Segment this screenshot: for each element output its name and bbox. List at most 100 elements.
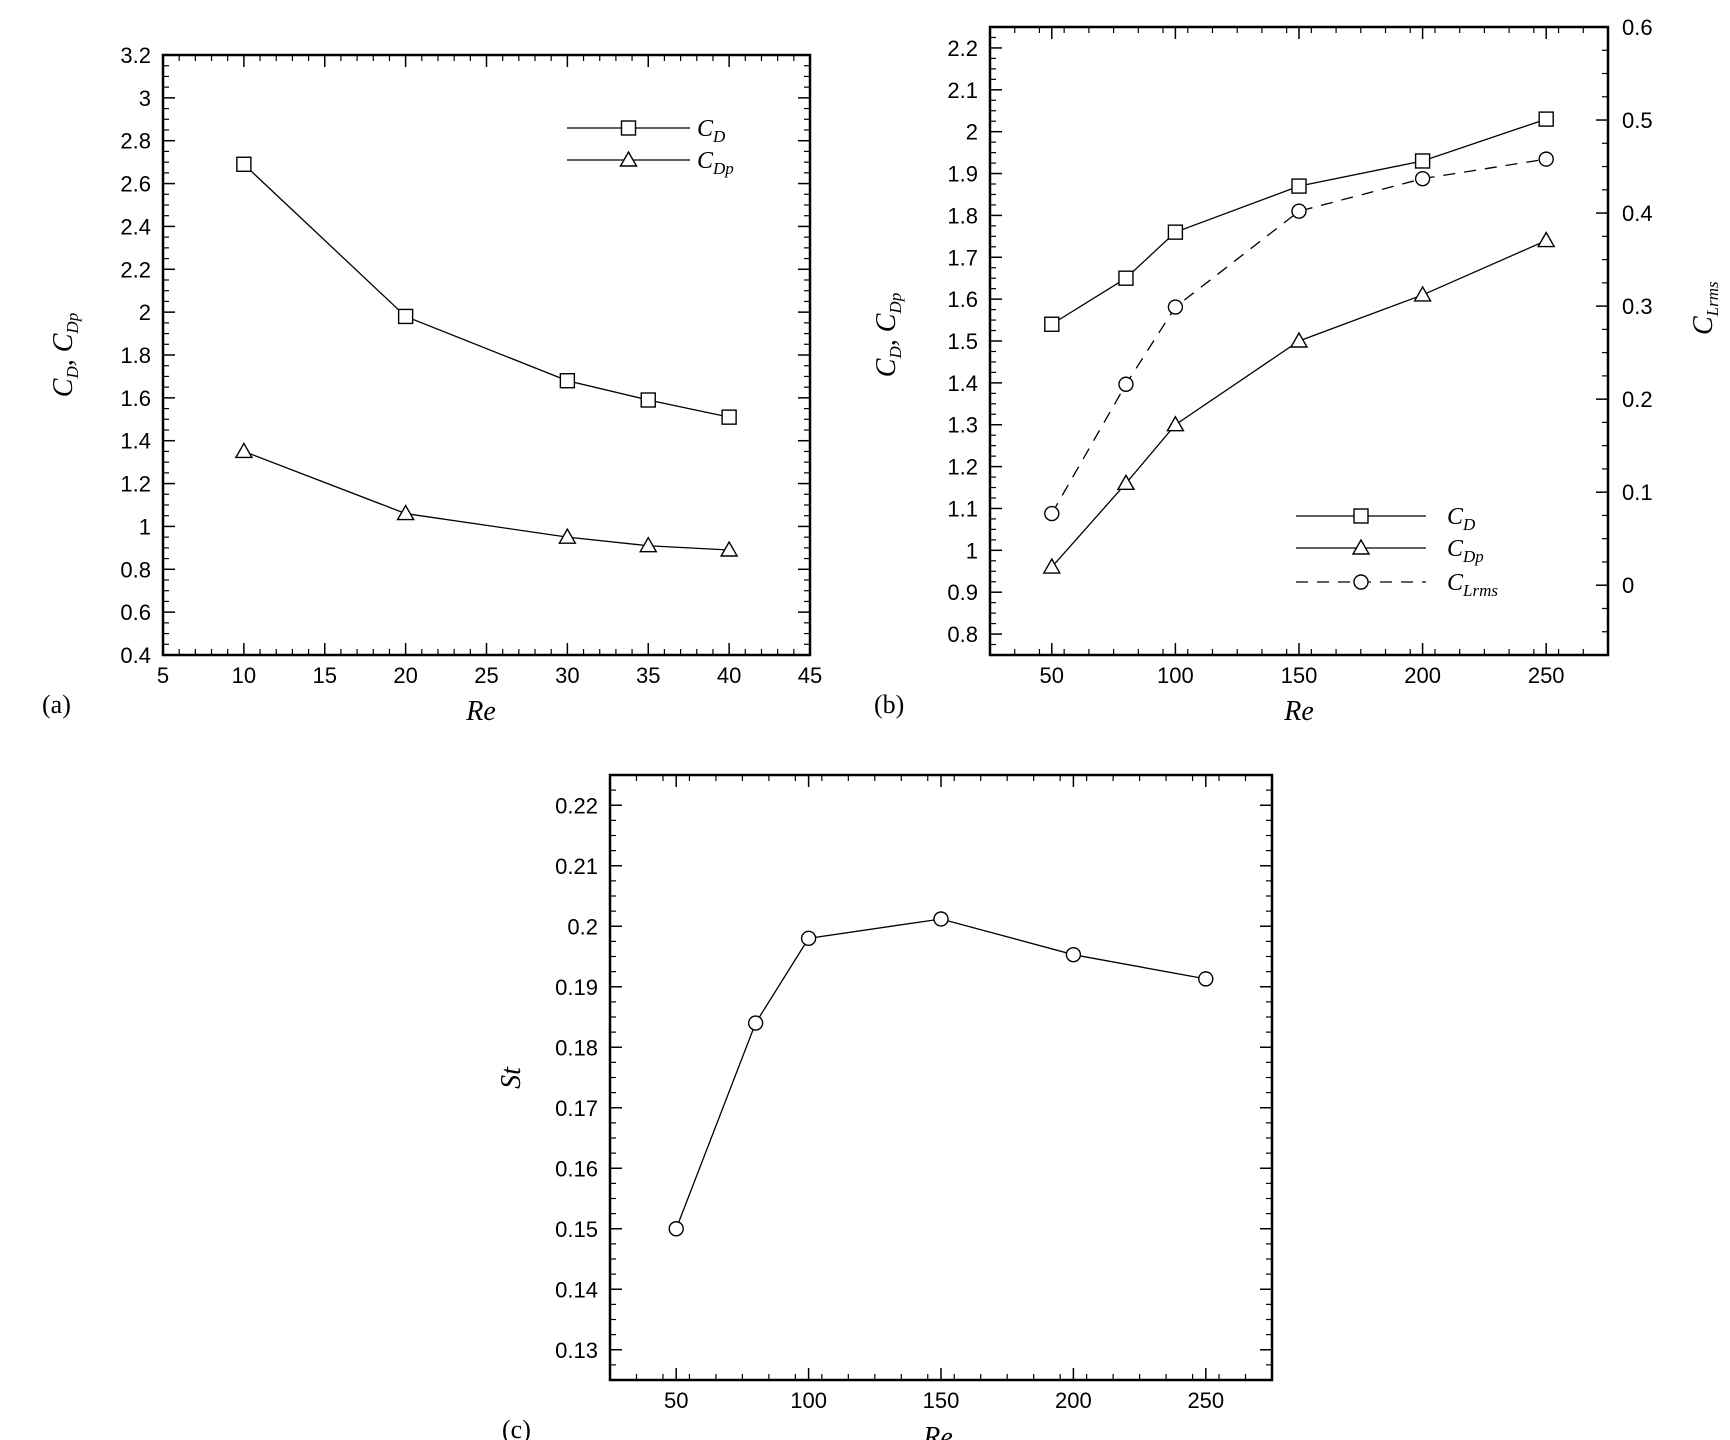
legend-label: CDp: [697, 148, 734, 178]
y-tick-label: 2.6: [120, 172, 151, 197]
x-tick-label: 150: [1281, 663, 1318, 688]
legend-marker: [620, 120, 637, 136]
x-tick-label: 40: [717, 663, 741, 688]
y-tick-label: 2.2: [120, 257, 151, 282]
data-point-C_Dp: [1536, 231, 1556, 248]
data-point-st: [1065, 946, 1082, 963]
y-tick-label: 2: [139, 300, 151, 325]
panel-label: (a): [42, 690, 71, 719]
panel-label: (b): [874, 690, 904, 719]
y-tick-label: 2.8: [120, 129, 151, 154]
data-point-st: [747, 1015, 764, 1031]
chart-panel-b: 50 100 150 200 250 0.8 0.9 1 1.1 1.2 1.3 1.4 1.5 1.6 1…: [871, 15, 1722, 727]
y-tick-label: 1.2: [120, 472, 151, 497]
data-point-C_D: [721, 409, 737, 425]
y-tick-label: 1.7: [947, 245, 978, 270]
legend-marker: [1353, 508, 1369, 524]
data-point-C_D: [1291, 178, 1307, 194]
y-tick-label: 2.4: [120, 214, 151, 239]
y-axis-label: CD, CDp: [48, 313, 82, 397]
y-tick-label: 1.4: [120, 429, 151, 454]
x-tick-label: 200: [1404, 663, 1441, 688]
x-tick-label: 25: [474, 663, 498, 688]
y-axis-label: St: [496, 1066, 527, 1089]
x-tick-label: 250: [1528, 663, 1565, 688]
legend-label: CLrms: [1447, 570, 1498, 600]
data-point-C_D: [1118, 270, 1134, 286]
data-point-C_Dp: [1166, 415, 1185, 432]
x-tick-label: 30: [555, 663, 579, 688]
x-tick-label: 45: [798, 663, 822, 688]
y-right-tick-label: 0.3: [1622, 294, 1653, 319]
x-tick-label: 20: [393, 663, 417, 688]
data-point-C_Dp: [234, 442, 254, 459]
y-tick-label: 0.13: [555, 1338, 598, 1363]
y-tick-label: 2: [966, 120, 978, 145]
data-point-st: [933, 911, 949, 927]
y-tick-label: 0.16: [555, 1156, 598, 1181]
plot-frame: [608, 773, 1274, 1382]
y-tick-label: 1.6: [947, 287, 978, 312]
data-point-C_D: [1538, 111, 1554, 127]
data-point-st: [800, 930, 817, 947]
data-point-C_Lrms: [1291, 203, 1307, 219]
x-tick-label: 10: [232, 663, 256, 688]
data-point-C_D: [397, 308, 414, 325]
data-point-C_Lrms: [1118, 376, 1134, 392]
data-point-C_Lrms: [1044, 505, 1060, 522]
series-line-st: [675, 918, 1206, 1229]
series-line-C_D: [1051, 118, 1547, 325]
legend-label: CD: [697, 116, 726, 146]
data-point-C_D: [559, 373, 576, 389]
y-right-tick-label: 0.5: [1622, 108, 1653, 133]
chart-panel-c: 50 100 150 200 250 0.13 0.14 0.15 0.16 0.17 0.18 0.…: [496, 773, 1274, 1440]
legend-label: CD: [1447, 504, 1476, 534]
series-line-C_Dp: [1051, 239, 1547, 568]
y-tick-label: 1: [966, 538, 978, 563]
data-point-C_D: [236, 156, 252, 172]
data-point-C_Dp: [1042, 557, 1062, 574]
x-tick-label: 50: [664, 1388, 688, 1413]
y-tick-label: 0.15: [555, 1217, 598, 1242]
data-point-st: [1198, 971, 1214, 987]
data-point-C_Dp: [396, 504, 415, 521]
x-axis-label: Re: [465, 696, 496, 727]
data-point-C_Lrms: [1538, 151, 1554, 167]
y-tick-label: 1.9: [947, 162, 978, 187]
y-tick-label: 1.6: [120, 386, 151, 411]
data-point-C_Dp: [1116, 473, 1136, 491]
y-tick-label: 1.8: [120, 343, 151, 368]
y-right-tick-label: 0.1: [1622, 480, 1653, 505]
y-tick-label: 2.2: [947, 36, 978, 61]
y-tick-label: 1: [139, 514, 151, 539]
data-point-C_D: [640, 392, 656, 408]
x-axis-label: Re: [922, 1422, 953, 1440]
data-point-C_D: [1044, 316, 1060, 332]
data-point-st: [668, 1221, 684, 1237]
data-point-C_Dp: [719, 540, 739, 557]
x-axis-label: Re: [1283, 696, 1314, 727]
y-tick-label: 3: [139, 86, 151, 111]
legend-marker: [619, 150, 638, 167]
x-tick-label: 100: [1157, 663, 1194, 688]
y-tick-label: 0.4: [120, 643, 151, 668]
y-tick-label: 0.8: [120, 557, 151, 582]
legend-marker: [1351, 538, 1371, 555]
chart-panel-a: 5 10 15 20 25 30 35 40 45 0.4 0.6 0.8 1 1.2 1.4 1.6 1.8 2…: [42, 43, 822, 727]
x-tick-label: 250: [1187, 1388, 1224, 1413]
legend-marker: [1353, 574, 1369, 590]
legend-label: CDp: [1447, 536, 1484, 566]
y-axis-label: CD, CDp: [871, 293, 905, 377]
x-tick-label: 200: [1055, 1388, 1092, 1413]
x-tick-label: 150: [923, 1388, 960, 1413]
y-right-tick-label: 0.2: [1622, 387, 1653, 412]
y-tick-label: 1.8: [947, 203, 978, 228]
y-right-tick-label: 0: [1622, 573, 1634, 598]
y-tick-label: 0.6: [120, 600, 151, 625]
y-tick-label: 0.19: [555, 975, 598, 1000]
y-tick-label: 3.2: [120, 43, 151, 68]
y-tick-label: 1.4: [947, 371, 978, 396]
x-tick-label: 35: [636, 663, 660, 688]
y-tick-label: 0.22: [555, 793, 598, 818]
